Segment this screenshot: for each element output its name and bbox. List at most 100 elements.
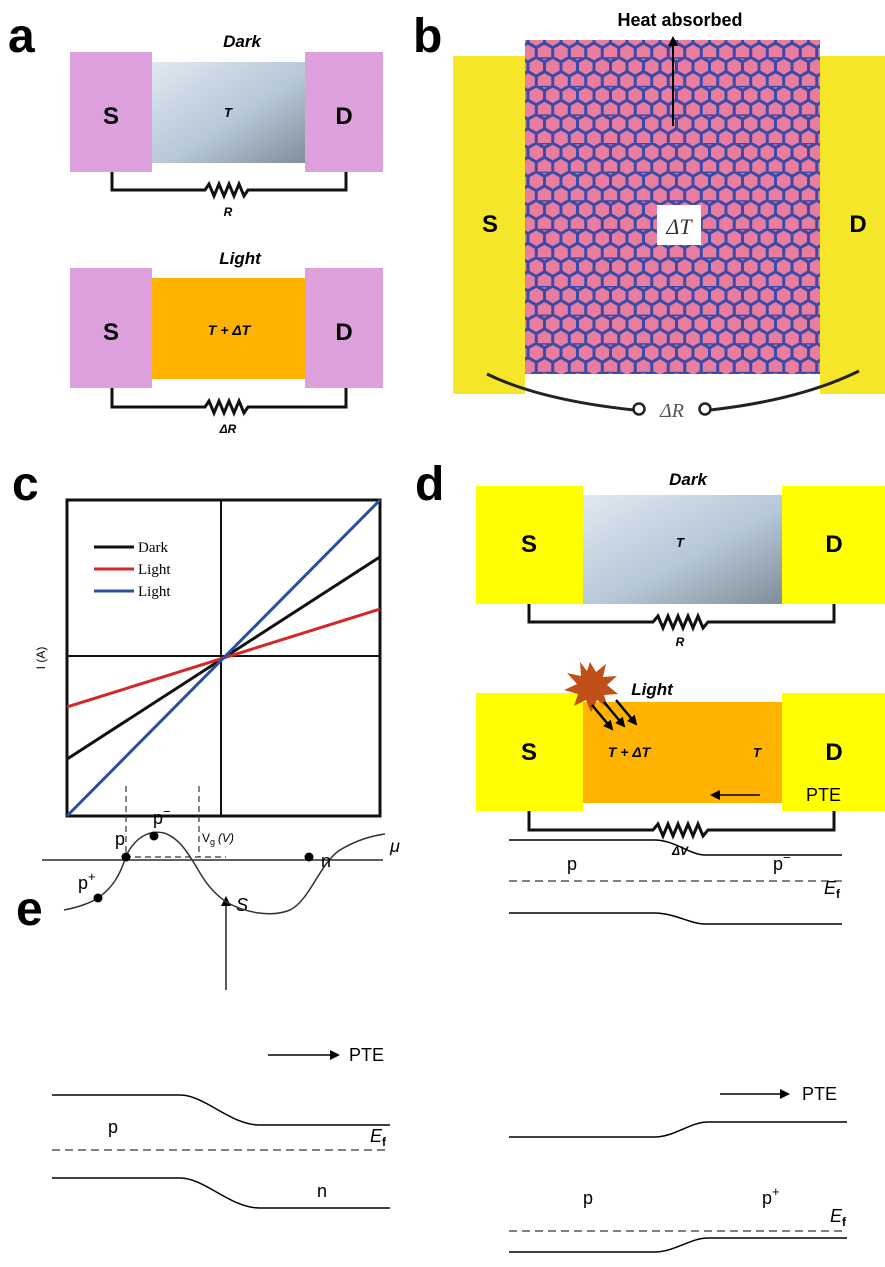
panel-e-p-label: p	[115, 829, 125, 849]
diag3-right-label: p+	[762, 1184, 780, 1208]
diag1-right-letter: p	[773, 854, 783, 874]
panel-d-light-flash-icon	[564, 662, 618, 712]
panel-a-dark-resistor-label: R	[224, 205, 233, 219]
panel-e-point-n	[304, 852, 314, 862]
panel-a-dark-title: Dark	[223, 32, 262, 51]
panel-d-light-device: S D Light T + ΔT T ΔV	[476, 662, 885, 858]
panel-e-point-pminus	[149, 831, 159, 841]
panel-c: c Dark Light Light I (A) Vg (V)	[12, 458, 382, 847]
panel-d-light-circuit	[527, 811, 836, 840]
panel-d-dark-source-label: S	[521, 531, 537, 558]
panel-a-dark-channel-label: T	[224, 105, 233, 120]
panel-label-b: b	[413, 10, 442, 63]
panel-b-drain-label: D	[849, 211, 866, 238]
panel-c-xlabel: Vg (V)	[202, 831, 234, 847]
panel-a: a Dark S D T R Light S D T + ΔT ΔR	[8, 10, 383, 436]
diag2-pte-label: PTE	[349, 1045, 384, 1065]
diag2-ef-label: Ef	[370, 1126, 387, 1149]
panel-b-source-contact	[453, 56, 525, 394]
panel-d-dark-channel	[583, 495, 783, 604]
panel-d-light-title: Light	[631, 680, 674, 699]
panel-e-band-diagram-p-pminus: PTE p p− Ef	[509, 785, 842, 925]
panel-b-heat-label: Heat absorbed	[617, 10, 742, 30]
panel-d-dark-drain-label: D	[825, 531, 842, 558]
panel-a-light-channel-label: T + ΔT	[208, 322, 252, 338]
panel-d-light-drain-contact	[782, 693, 885, 811]
diag2-ef-letter: E	[370, 1126, 383, 1146]
panel-e-pminus-label: p−	[153, 804, 171, 828]
panel-e-point-p	[121, 852, 131, 862]
panel-a-dark-drain-label: D	[335, 103, 352, 130]
diag3-pte-label: PTE	[802, 1084, 837, 1104]
diag1-ef-label: Ef	[824, 878, 841, 901]
panel-e-seebeck-curve	[63, 831, 386, 915]
diag2-ef-sub: f	[382, 1135, 387, 1149]
panel-b-wire-left	[486, 372, 635, 412]
panel-b-terminal-right	[698, 402, 712, 416]
diag1-right-label: p−	[773, 850, 791, 874]
panel-e-pminus-sup: −	[163, 804, 171, 819]
panel-e-seebeck-plot: S μ p+ p p− n	[42, 786, 400, 990]
panel-a-dark-channel	[152, 62, 308, 163]
panel-a-dark-device: Dark S D T R	[70, 32, 383, 219]
diag1-pte-label: PTE	[806, 785, 841, 805]
panel-d-dark-circuit	[527, 604, 836, 632]
panel-a-light-title: Light	[219, 249, 262, 268]
panel-c-xlabel-unit: (V)	[218, 831, 234, 845]
panel-label-e: e	[16, 883, 43, 936]
panel-a-light-resistor-label: ΔR	[219, 422, 237, 436]
panel-d-dark-device: Dark S D T R	[476, 470, 885, 649]
panel-e-band-diagram-p-pplus: PTE p p+ Ef	[509, 1084, 847, 1253]
panel-e-mu-axis-label: μ	[389, 836, 400, 856]
panel-d-light-channel-cold-label: T	[753, 745, 762, 760]
diag2-left-label: p	[108, 1117, 118, 1137]
panel-d-light-ray-1	[591, 704, 614, 731]
panel-e-pplus-letter: p	[78, 873, 88, 893]
panel-a-light-drain-label: D	[335, 319, 352, 346]
panel-c-plot-frame	[65, 498, 382, 818]
panel-d-light-source-label: S	[521, 739, 537, 766]
panel-d-dark-channel-label: T	[676, 535, 685, 550]
diag1-conduction-band	[509, 839, 842, 856]
panel-b-terminal-left	[632, 402, 646, 416]
panel-d-dark-source-contact	[476, 486, 583, 604]
diag3-right-sup: +	[772, 1184, 780, 1199]
panel-d-light-source-contact	[476, 693, 583, 811]
diag3-valence-band	[509, 1237, 847, 1253]
diag1-ef-sub: f	[836, 887, 841, 901]
panel-label-d: d	[415, 458, 444, 511]
panel-e-point-pplus	[93, 893, 103, 903]
panel-d-light-channel-hot-label: T + ΔT	[608, 744, 652, 760]
panel-a-dark-circuit	[110, 172, 348, 200]
panel-c-xlabel-sub: g	[210, 837, 215, 847]
diag1-ef-letter: E	[824, 878, 837, 898]
panel-d-light-ray-2	[603, 701, 626, 728]
panel-d-dark-drain-contact	[782, 486, 885, 604]
panel-d-dark-resistor-label: R	[676, 635, 685, 649]
panel-a-light-source-label: S	[103, 319, 119, 346]
panel-c-xlabel-main: V	[202, 831, 210, 845]
panel-a-light-drain-contact	[305, 268, 383, 388]
panel-c-legend: Dark Light Light	[94, 540, 171, 600]
panel-d-light-ray-3	[615, 699, 638, 726]
panel-e-pminus-letter: p	[153, 808, 163, 828]
panel-b: b ΔT Heat absorbed S D ΔR	[413, 10, 885, 422]
panel-label-c: c	[12, 458, 39, 511]
panel-e-s-axis-label: S	[236, 895, 248, 915]
panel-b-drain-contact	[820, 56, 885, 394]
panel-e-band-diagram-p-n: PTE p n Ef	[52, 1045, 390, 1209]
legend-dark-label: Dark	[138, 540, 168, 556]
panel-c-ylabel: I (A)	[34, 647, 48, 670]
panel-a-light-source-contact	[70, 268, 152, 388]
diag2-conduction-band	[52, 1094, 390, 1126]
panel-e-pplus-label: p+	[78, 869, 96, 893]
panel-e-pplus-sup: +	[88, 869, 96, 884]
panel-d-dark-title: Dark	[669, 470, 708, 489]
panel-d: d Dark S D T R S D Light T + ΔT T	[415, 458, 885, 858]
panel-b-delta-t-label: ΔT	[665, 214, 693, 239]
diag1-valence-band	[509, 912, 842, 925]
panel-a-dark-drain-contact	[305, 52, 383, 172]
series-light-blue-line	[65, 498, 382, 818]
panel-a-light-circuit	[110, 388, 348, 417]
panel-a-dark-source-contact	[70, 52, 152, 172]
